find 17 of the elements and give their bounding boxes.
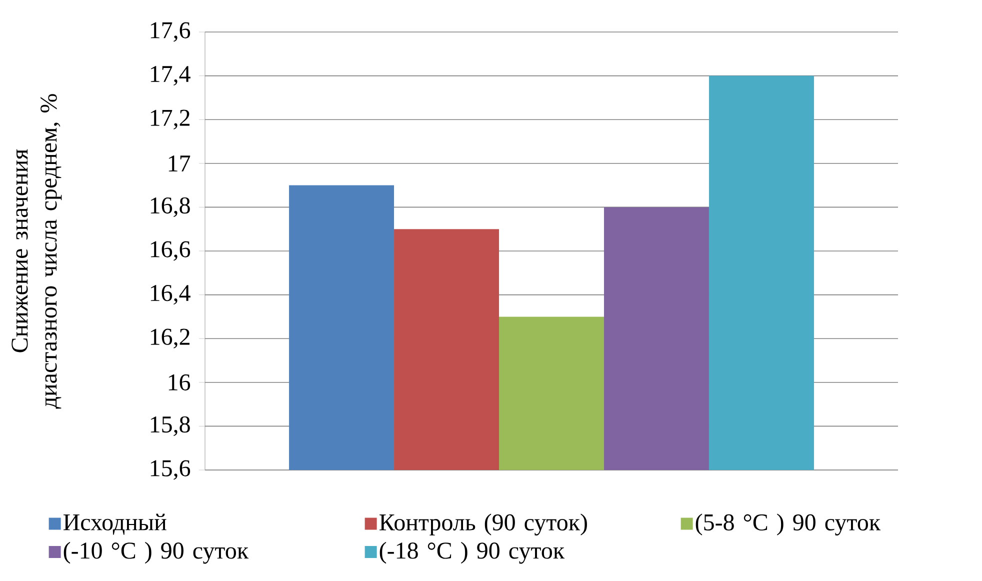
y-axis-title: Снижение значения диастазного числа среднем, % — [12, 94, 62, 409]
y-tick-label: 16 — [168, 374, 190, 390]
y-tick-label: 16,4 — [150, 285, 190, 305]
legend-label: (5-8 °C ) 90 суток — [696, 514, 881, 536]
y-tick-label: 17 — [168, 155, 190, 172]
legend-label: (-18 °C ) 90 суток — [380, 542, 565, 564]
y-tick-label: 16,2 — [150, 328, 190, 348]
y-tick-label: 17,4 — [150, 66, 190, 86]
y-tick-label: 15,6 — [150, 460, 190, 480]
y-tick-label: 16,6 — [150, 241, 190, 261]
legend-label: Исходный — [64, 514, 166, 535]
y-tick-label: 16,8 — [150, 197, 190, 218]
y-tick-label: 15,8 — [150, 416, 190, 436]
legend-label: (-10 °C ) 90 суток — [64, 542, 249, 564]
legend-label: Контроль (90 суток) — [380, 514, 587, 536]
y-tick-label: 17,2 — [150, 110, 190, 130]
y-tick-label: 17,6 — [150, 22, 190, 42]
